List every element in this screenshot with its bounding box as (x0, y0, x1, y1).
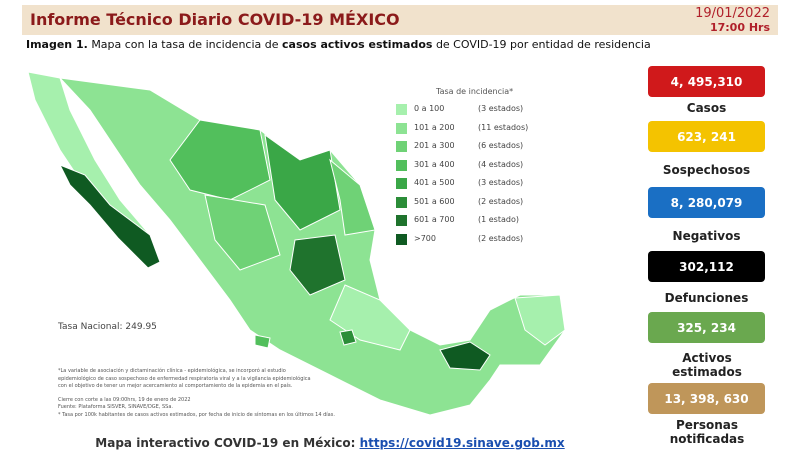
stat-label: Activos estimados (672, 351, 742, 379)
legend-count: (6 estados) (478, 141, 524, 150)
map-region (289, 234, 346, 296)
note-line: con el objetivo de tener un mejor acerca… (58, 383, 293, 389)
stat-label: Casos (686, 101, 727, 115)
legend-count: (3 estados) (478, 178, 524, 187)
legend-count: (11 estados) (478, 122, 529, 132)
legend-count: (3 estados) (478, 104, 524, 113)
subtitle-emphasis: casos activos estimados (282, 38, 433, 51)
legend-range: 201 a 300 (414, 141, 455, 150)
stat-label: Sospechosos (662, 163, 751, 177)
legend-count: (4 estados) (478, 159, 524, 169)
legend-swatch (396, 122, 407, 134)
map-region (254, 334, 271, 349)
header-bar: Informe Técnico Diario COVID-19 MÉXICO 1… (22, 5, 778, 35)
legend-range: 501 a 600 (414, 196, 455, 206)
stat-label: Defunciones (664, 291, 749, 305)
date: 19/01/2022 (695, 6, 770, 21)
note-line: *La variable de asociación y dictaminaci… (58, 368, 286, 374)
legend-count: (2 estados) (478, 233, 524, 243)
note-line: Cierre con corte a las 09:00hrs, 19 de e… (58, 396, 191, 403)
legend-range: 601 a 700 (414, 215, 455, 224)
map (27, 71, 566, 416)
map-region (329, 284, 411, 351)
map-region (514, 294, 566, 346)
stat-label: Personas notificadas (669, 418, 745, 446)
stat-card: 13, 398, 630 (648, 383, 765, 414)
map-region (204, 194, 281, 271)
map-region (439, 341, 491, 371)
subtitle: Imagen 1. Mapa con la tasa de incidencia… (26, 38, 651, 51)
legend-count: (2 estados) (478, 196, 524, 206)
legend-range: 301 a 400 (414, 159, 455, 169)
legend-swatch (396, 104, 407, 115)
note-line: Fuente: Plataforma SISVER, SINAVE/DGE, S… (58, 404, 174, 410)
legend-swatch (396, 159, 407, 171)
subtitle-text: Mapa con la tasa de incidencia de (91, 38, 279, 51)
time: 17:00 Hrs (709, 21, 770, 34)
note-line: epidemiológico de caso sospechoso de enf… (58, 375, 311, 382)
legend-title: Tasa de incidencia* (436, 87, 514, 96)
legend-swatch (396, 196, 407, 208)
subtitle-label: Imagen 1. (26, 38, 88, 51)
map-region (264, 133, 341, 231)
legend-range: 0 a 100 (414, 104, 445, 113)
legend-range: 101 a 200 (414, 122, 455, 132)
legend-swatch (396, 233, 407, 245)
footer-text: Mapa interactivo COVID-19 en México: (95, 436, 356, 450)
stat-card: 8, 280,079 (648, 187, 765, 218)
stat-card: 4, 495,310 (648, 66, 765, 97)
legend-range: 401 a 500 (414, 178, 455, 187)
national-rate: Tasa Nacional: 249.95 (58, 322, 157, 332)
legend-swatch (396, 141, 407, 152)
title: Informe Técnico Diario COVID-19 MÉXICO (30, 10, 400, 29)
map-region (339, 329, 357, 346)
legend-count: (1 estado) (478, 215, 519, 224)
legend-swatch (396, 215, 407, 226)
map-region (329, 158, 376, 236)
note-line: * Tasa por 100k habitantes de casos acti… (58, 411, 335, 418)
footer-link[interactable]: https://covid19.sinave.gob.mx (359, 436, 565, 450)
legend-range: >700 (414, 233, 436, 243)
subtitle-text: de COVID-19 por entidad de residencia (435, 38, 651, 51)
footer: Mapa interactivo COVID-19 en México: htt… (0, 436, 660, 450)
stat-card: 325, 234 (648, 312, 765, 343)
stat-card: 623, 241 (648, 121, 765, 152)
legend-swatch (396, 178, 407, 189)
map-region (58, 164, 161, 269)
stat-card: 302,112 (648, 251, 765, 282)
stat-label: Negativos (672, 229, 741, 243)
